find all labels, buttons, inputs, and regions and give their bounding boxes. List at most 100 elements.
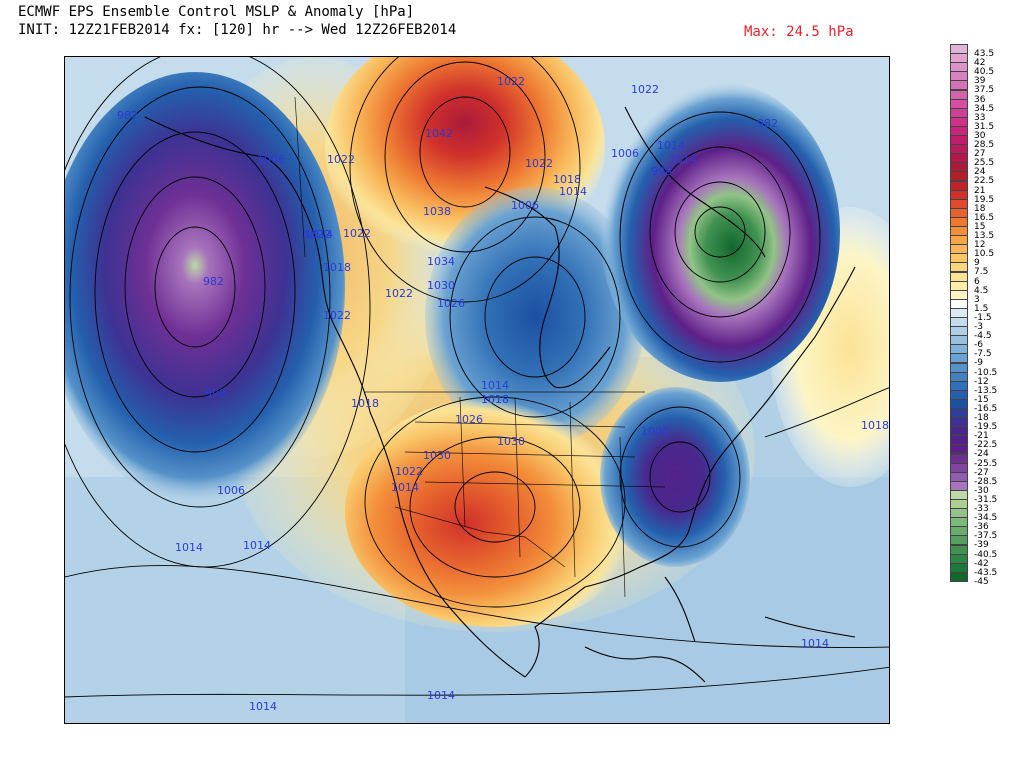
map-title: ECMWF EPS Ensemble Control MSLP & Anomal… <box>18 4 415 20</box>
colorbar-tick-label: 12 <box>974 240 986 251</box>
isobar-label: 1014 <box>559 185 587 198</box>
colorbar-tick-label: 24 <box>974 167 986 178</box>
colorbar-tick-label: 1.5 <box>974 303 989 314</box>
colorbar-tick-label: -15 <box>974 394 989 405</box>
colorbar-tick-label: 21 <box>974 185 986 196</box>
isobar-label: 1014 <box>243 539 271 552</box>
colorbar-tick-label: 27 <box>974 149 986 160</box>
isobar-label: 1014 <box>249 700 277 713</box>
political-borders <box>294 96 666 598</box>
isobar-label: 1022 <box>395 465 423 478</box>
isobar-label: 1030 <box>423 449 451 462</box>
colorbar-tick-label: -9 <box>974 358 983 369</box>
isobar-label: 982 <box>203 275 224 288</box>
colorbar-tick-label: 37.5 <box>974 85 995 96</box>
colorbar-tick-label: 16.5 <box>974 212 995 223</box>
isobar-label: 1022 <box>327 153 355 166</box>
colorbar-tick-label: 42 <box>974 58 986 69</box>
isobar-label: 1022 <box>343 227 371 240</box>
colorbar-swatch <box>950 571 968 582</box>
colorbar-tick-label: -34.5 <box>974 513 998 524</box>
isobar-label: 1006 <box>611 147 639 160</box>
isobar-label: 1006 <box>257 153 285 166</box>
isobar-label: 1030 <box>497 435 525 448</box>
colorbar-tick-label: -31.5 <box>974 494 998 505</box>
colorbar-tick-label: 25.5 <box>974 158 995 169</box>
isobar-label: 1014 <box>427 689 455 702</box>
colorbar-tick-label: -18 <box>974 413 989 423</box>
isobar-label: 1014 <box>669 153 697 166</box>
colorbar-tick-label: 30 <box>974 130 986 141</box>
colorbar-tick-label: -39 <box>974 540 989 551</box>
colorbar-tick-label: -13.5 <box>974 385 998 396</box>
isobar-label: 1006 <box>641 425 669 438</box>
colorbar-tick-label: -36 <box>974 522 989 533</box>
isobar-label: 1018 <box>323 261 351 274</box>
isobar-label: 998 <box>205 387 226 400</box>
isobar-label: 1014 <box>657 139 685 152</box>
colorbar-tick-label: 36 <box>974 94 986 105</box>
colorbar-tick-label: -42 <box>974 558 989 569</box>
isobar-label: 1014 <box>305 228 333 241</box>
colorbar-tick-label: 39 <box>974 76 986 87</box>
colorbar-tick-label: 43.5 <box>974 49 995 59</box>
colorbar-tick-label: 28.5 <box>974 140 995 150</box>
colorbar-tick-label: -40.5 <box>974 549 998 560</box>
colorbar-tick-label: -30 <box>974 485 989 496</box>
isobar-label: 1022 <box>525 157 553 170</box>
colorbar-tick-label: 18 <box>974 203 986 214</box>
isobar-label: 1022 <box>631 83 659 96</box>
colorbar-tick-label: -4.5 <box>974 331 992 342</box>
isobar-label: 1018 <box>351 397 379 410</box>
colorbar-tick-label: -45 <box>974 576 989 587</box>
isobar-label: 1022 <box>303 228 331 241</box>
colorbar-tick-label: -6 <box>974 340 983 351</box>
colorbar-tick-label: 6 <box>974 276 980 287</box>
isobar-label: 1014 <box>801 637 829 650</box>
colorbar-tick-label: 13.5 <box>974 231 995 241</box>
colorbar-tick-label: 33 <box>974 112 986 123</box>
colorbar-tick-label: -19.5 <box>974 422 998 433</box>
colorbar-tick-label: 40.5 <box>974 67 995 78</box>
colorbar-tick-label: -28.5 <box>974 476 998 487</box>
colorbar-tick-label: 10.5 <box>974 249 995 260</box>
isobar-label: 1026 <box>455 413 483 426</box>
isobar-label: 1018 <box>481 393 509 406</box>
isobar-label: 1006 <box>511 199 539 212</box>
colorbar-tick-label: 3 <box>974 294 980 305</box>
colorbar-tick-label: -37.5 <box>974 531 998 542</box>
colorbar-tick-label: 4.5 <box>974 285 989 296</box>
colorbar-tick-label: -21 <box>974 431 989 442</box>
colorbar-tick-label: 9 <box>974 258 980 269</box>
isobar-label: 1034 <box>427 255 455 268</box>
colorbar-tick-label: -10.5 <box>974 367 998 378</box>
colorbar-tick-label: -12 <box>974 376 989 387</box>
isobar-label: 982 <box>757 117 778 130</box>
isobar-label: 1006 <box>217 484 245 497</box>
max-anomaly-label: Max: 24.5 hPa <box>744 24 854 40</box>
atlantic-low-anomaly <box>600 82 840 382</box>
isobars <box>65 57 889 698</box>
colorbar-tick-label: 22.5 <box>974 176 995 187</box>
colorbar-tick-label: -16.5 <box>974 403 998 414</box>
isobar-label: 982 <box>117 109 138 122</box>
coastlines <box>144 106 856 683</box>
colorbar-tick-label: -1.5 <box>974 312 992 323</box>
colorbar-tick-label: -27 <box>974 467 989 478</box>
colorbar-tick-label: 15 <box>974 221 986 232</box>
map-init-time: INIT: 12Z21FEB2014 fx: [120] hr --> Wed … <box>18 22 457 38</box>
colorbar-tick-label: -33 <box>974 504 989 514</box>
canadian-low-anomaly <box>425 187 645 447</box>
plains-high-anomaly <box>345 397 645 627</box>
colorbar-tick-label: 7.5 <box>974 267 989 278</box>
isobar-label: 1038 <box>423 205 451 218</box>
colorbar-tick-label: -3 <box>974 322 983 332</box>
colorbar-tick-label: -25.5 <box>974 458 998 469</box>
colorbar-tick-label: 34.5 <box>974 103 995 114</box>
isobar-label: 1018 <box>553 173 581 186</box>
isobar-label: 998 <box>651 165 672 178</box>
isobar-label: 1026 <box>437 297 465 310</box>
east-coast-low-anomaly <box>600 387 750 567</box>
isobar-label: 1022 <box>323 309 351 322</box>
